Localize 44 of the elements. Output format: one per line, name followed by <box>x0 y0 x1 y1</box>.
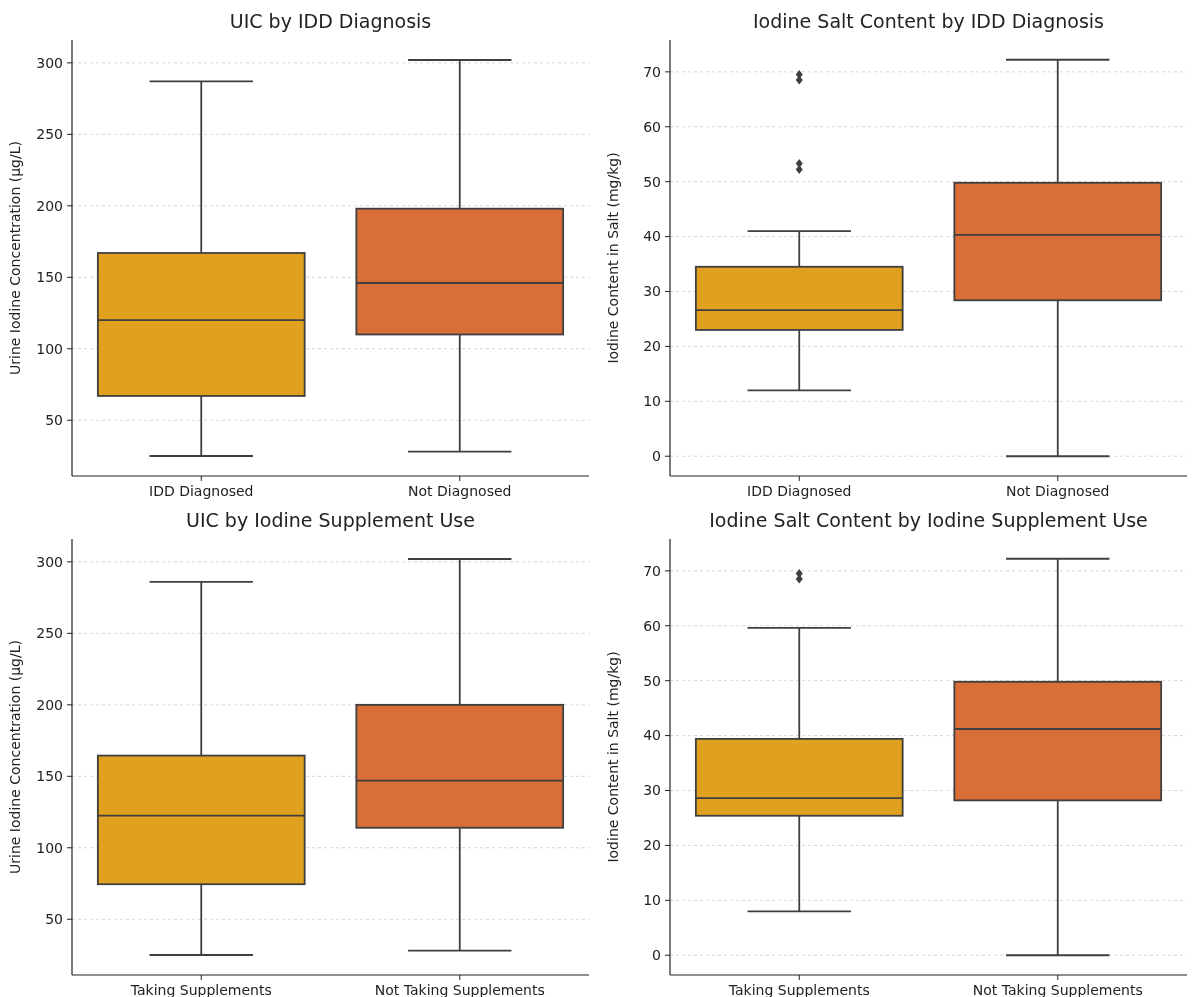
y-tick-label: 10 <box>643 892 661 909</box>
y-tick-label: 300 <box>36 54 63 71</box>
y-axis-title: Urine Iodine Concentration (µg/L) <box>7 640 23 874</box>
y-tick-label: 40 <box>643 228 661 245</box>
y-tick-label: 50 <box>643 173 661 190</box>
y-tick-label: 0 <box>652 448 661 465</box>
y-axis-title: Urine Iodine Concentration (µg/L) <box>7 141 23 375</box>
y-tick-label: 200 <box>36 197 63 214</box>
y-tick-label: 150 <box>36 768 63 785</box>
x-tick-label: Taking Supplements <box>129 982 272 997</box>
chart-title: Iodine Salt Content by Iodine Supplement Use <box>709 509 1148 531</box>
x-tick-label: Not Diagnosed <box>1006 483 1110 499</box>
x-tick-label: Not Taking Supplements <box>374 982 545 997</box>
y-tick-label: 50 <box>643 672 661 689</box>
x-tick-label: Not Diagnosed <box>408 483 512 499</box>
y-tick-label: 200 <box>36 696 63 713</box>
chart-title: UIC by IDD Diagnosis <box>229 10 432 32</box>
y-tick-label: 40 <box>643 727 661 744</box>
y-tick-label: 250 <box>36 625 63 642</box>
y-tick-label: 60 <box>643 617 661 634</box>
y-tick-label: 60 <box>643 118 661 135</box>
y-tick-label: 70 <box>643 63 661 80</box>
chart-title: Iodine Salt Content by IDD Diagnosis <box>752 10 1105 32</box>
y-tick-label: 70 <box>643 562 661 579</box>
y-tick-label: 100 <box>36 340 63 357</box>
y-tick-label: 50 <box>45 911 63 928</box>
y-tick-label: 20 <box>643 837 661 854</box>
y-axis-title: Iodine Content in Salt (mg/kg) <box>605 152 621 364</box>
y-tick-label: 20 <box>643 338 661 355</box>
y-tick-label: 300 <box>36 553 63 570</box>
x-tick-label: IDD Diagnosed <box>746 483 852 499</box>
x-tick-label: IDD Diagnosed <box>148 483 254 499</box>
x-tick-label: Not Taking Supplements <box>972 982 1143 997</box>
y-tick-label: 30 <box>643 782 661 799</box>
chart-title: UIC by Iodine Supplement Use <box>186 509 475 531</box>
y-axis-title: Iodine Content in Salt (mg/kg) <box>605 651 621 863</box>
y-tick-label: 30 <box>643 283 661 300</box>
y-tick-label: 100 <box>36 839 63 856</box>
x-tick-label: Taking Supplements <box>727 982 870 997</box>
y-tick-label: 10 <box>643 393 661 410</box>
y-tick-label: 250 <box>36 126 63 143</box>
y-tick-label: 50 <box>45 412 63 429</box>
y-tick-label: 0 <box>652 947 661 964</box>
y-tick-label: 150 <box>36 269 63 286</box>
